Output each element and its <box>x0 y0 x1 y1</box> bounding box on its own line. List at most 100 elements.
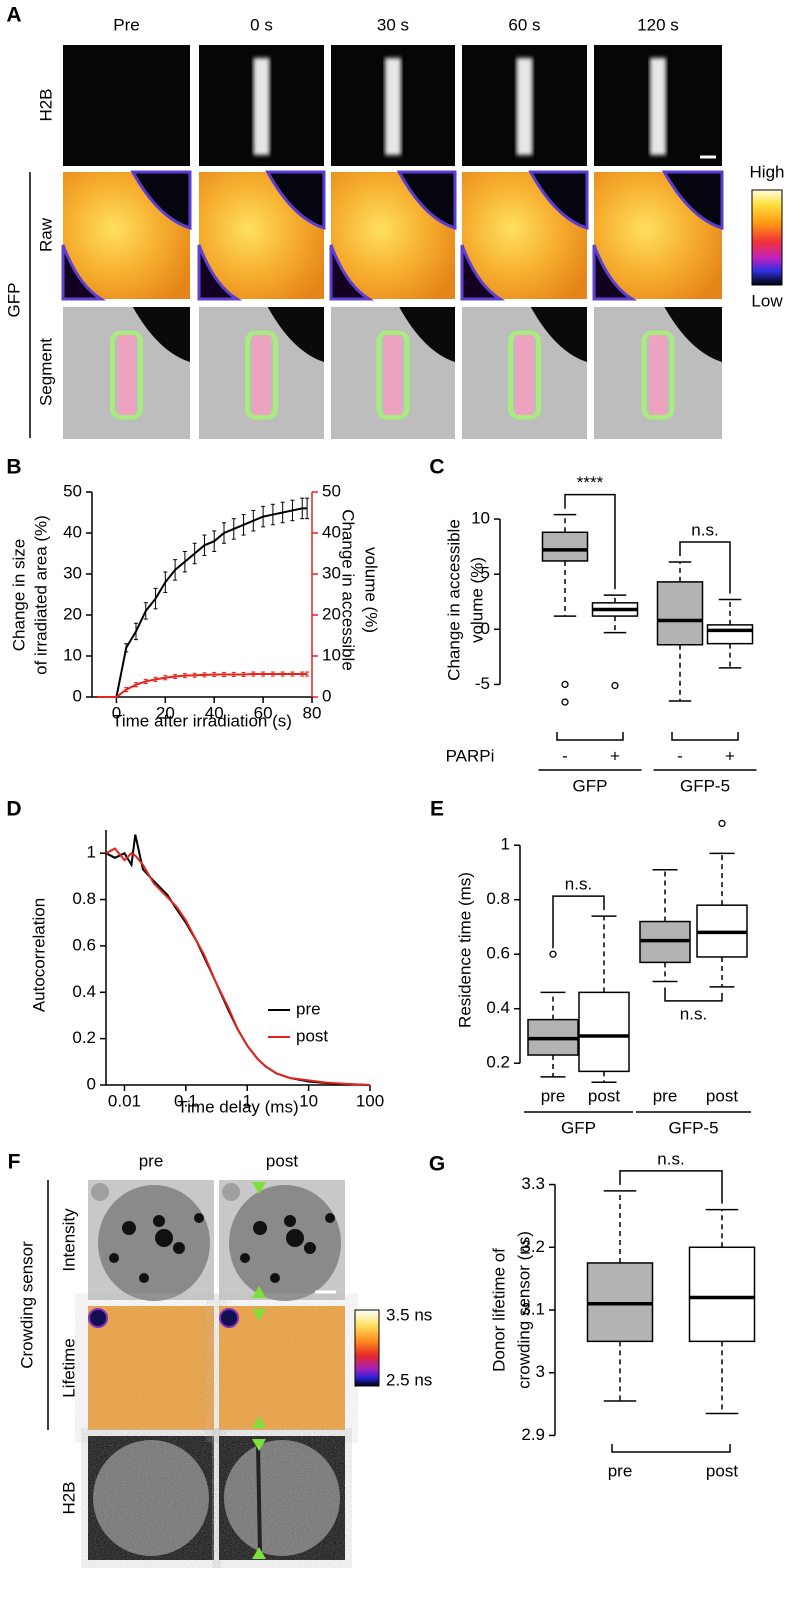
h2b-stripe <box>253 58 270 155</box>
y-tick-label: 0.4 <box>486 998 510 1017</box>
y-axis-label: Residence time (ms) <box>455 872 474 1028</box>
cell-exterior <box>267 307 324 362</box>
panel-label: C <box>429 456 444 479</box>
y-tick-label: 1 <box>87 843 96 862</box>
cell-exterior <box>130 170 192 231</box>
row-label: Intensity <box>59 1208 78 1272</box>
category-bracket <box>556 732 624 741</box>
y-tick-label: 50 <box>322 481 341 500</box>
cell-exterior <box>399 307 455 362</box>
nucleolus <box>284 1215 296 1227</box>
column-header: pre <box>139 1151 164 1170</box>
y-tick-label: 0.6 <box>486 944 510 963</box>
category-label: post <box>588 1086 620 1105</box>
series-line <box>96 507 308 698</box>
nucleolus <box>173 1242 185 1254</box>
series-line <box>105 834 371 1086</box>
panel-label: E <box>430 798 444 821</box>
x-tick-label: 80 <box>303 703 322 722</box>
y-axis-label: Change in accessible <box>444 519 463 681</box>
significance-label: **** <box>577 473 604 492</box>
vesicle <box>222 1183 240 1201</box>
column-header: Pre <box>113 15 139 34</box>
colorbar <box>751 189 783 286</box>
colorbar <box>354 1309 380 1387</box>
colorbar-label: Low <box>751 291 783 310</box>
segment-irradiated <box>252 335 271 415</box>
h2b-stripe <box>516 58 533 155</box>
cell-exterior <box>664 307 722 362</box>
significance-bracket <box>552 895 605 949</box>
y-tick-label: 5 <box>481 564 490 583</box>
category-bracket <box>671 732 739 741</box>
y-tick-label: 0.2 <box>486 1053 510 1072</box>
group-label: Crowding sensor <box>17 1241 36 1369</box>
y-tick-label: 1 <box>501 835 510 854</box>
y-tick-label: 0.8 <box>72 889 96 908</box>
outlier <box>561 680 569 689</box>
column-header: 60 s <box>508 15 540 34</box>
outlier <box>549 950 557 958</box>
group-label: GFP-5 <box>668 1118 718 1137</box>
category-label: pre <box>608 1461 633 1480</box>
nucleolus <box>286 1229 304 1247</box>
y-tick-label: 0.8 <box>486 889 510 908</box>
irradiation-line <box>256 1444 262 1554</box>
nucleolus <box>240 1253 250 1263</box>
irradiation-marker <box>252 1547 266 1559</box>
nucleolus <box>304 1242 316 1254</box>
cell-exterior <box>132 307 190 362</box>
box <box>688 1246 756 1343</box>
y-tick-label: 0.4 <box>72 982 96 1001</box>
panel-label: B <box>6 456 21 479</box>
irradiation-marker <box>252 1416 266 1428</box>
x-axis-label: Time delay (ms) <box>177 1097 298 1116</box>
panel-label: G <box>429 1153 445 1176</box>
vesicle <box>219 1308 239 1328</box>
panel-label: A <box>6 4 21 27</box>
outlier <box>611 681 619 690</box>
column-header: 120 s <box>637 15 679 34</box>
y-tick-label: 3.3 <box>521 1174 545 1193</box>
box <box>706 624 754 645</box>
significance-bracket <box>564 493 616 590</box>
nucleolus <box>109 1253 119 1263</box>
x-tick-label: 60 <box>254 703 273 722</box>
column-header: post <box>266 1151 298 1170</box>
group-variable-label: PARPi <box>446 746 495 765</box>
x-tick-label: 40 <box>205 703 224 722</box>
irradiation-marker <box>252 1182 266 1194</box>
box <box>656 581 704 646</box>
irradiation-marker <box>252 1439 266 1451</box>
nucleolus <box>325 1213 335 1223</box>
segment-irradiated <box>384 335 402 415</box>
y2-axis-label: volume (%) <box>362 547 381 633</box>
significance-bracket <box>619 1170 723 1204</box>
y-tick-label: 10 <box>471 509 490 528</box>
nucleus <box>229 1185 341 1301</box>
row-label: Segment <box>36 338 55 406</box>
x-tick-label: 1 <box>243 1091 252 1110</box>
y-axis-label: of irradiated area (%) <box>31 515 50 675</box>
h2b-stripe <box>650 58 666 155</box>
y-tick-label: 20 <box>63 604 82 623</box>
x-tick-label: 0.1 <box>174 1091 198 1110</box>
legend-label: post <box>296 1026 328 1045</box>
h2b-stripe <box>385 58 401 155</box>
segment-outline <box>110 330 143 420</box>
irradiation-marker <box>252 1286 266 1298</box>
category-label: - <box>677 746 683 765</box>
box <box>541 531 589 562</box>
y-tick-label: 20 <box>322 604 341 623</box>
category-label: - <box>562 746 568 765</box>
y-tick-label: 40 <box>63 522 82 541</box>
irradiation-marker <box>252 1309 266 1321</box>
colorbar-label: 2.5 ns <box>386 1370 432 1389</box>
significance-label: n.s. <box>680 1004 707 1023</box>
cell-exterior <box>528 170 589 231</box>
y-axis-label: Change in size <box>9 539 28 651</box>
category-label: post <box>706 1461 738 1480</box>
segment-outline <box>245 330 278 420</box>
